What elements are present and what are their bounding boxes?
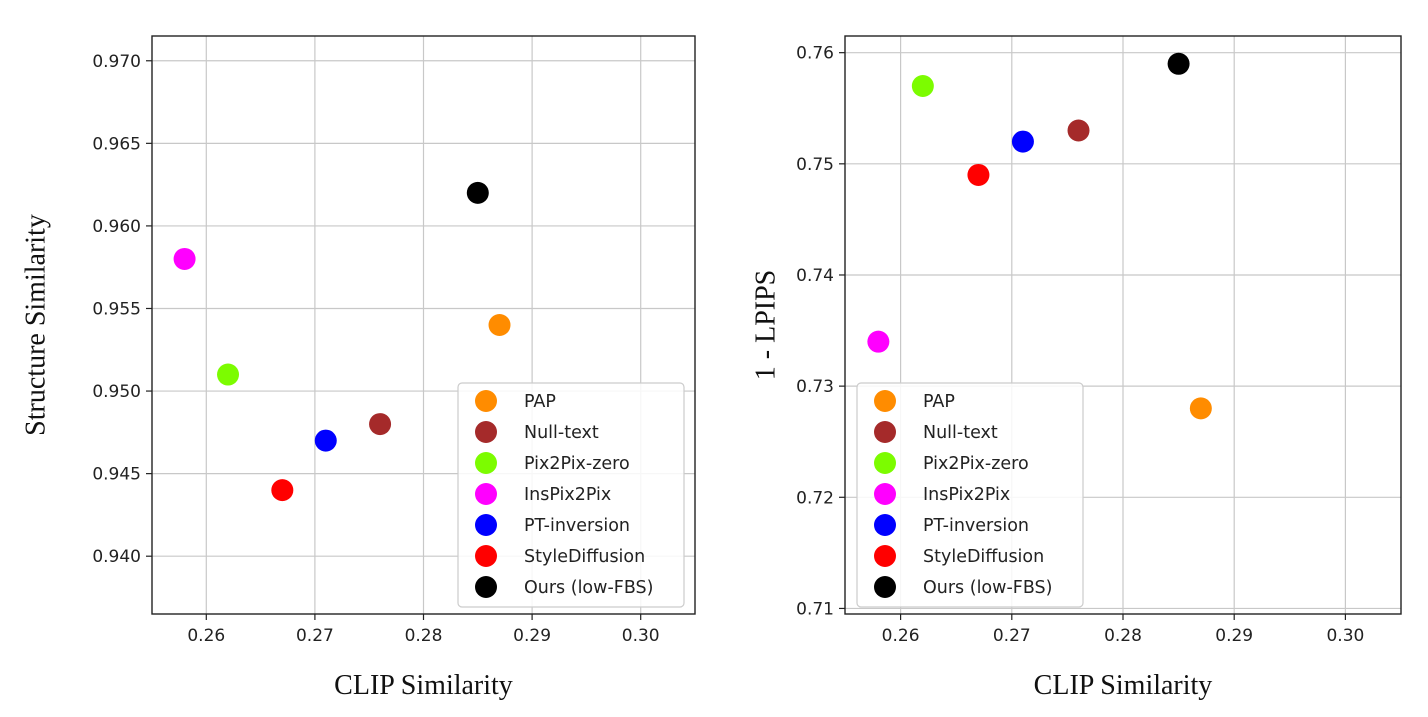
data-point-ours-low-fbs [1167, 52, 1190, 75]
y-axis-title: 1 - LPIPS [750, 270, 781, 380]
y-tick-label: 0.73 [796, 377, 834, 397]
legend-marker [475, 421, 497, 443]
x-tick-label: 0.29 [513, 626, 551, 646]
legend-marker [475, 452, 497, 474]
legend-marker [874, 576, 896, 598]
x-tick-label: 0.28 [405, 626, 443, 646]
legend-marker [874, 390, 896, 412]
legend-marker [874, 545, 896, 567]
x-tick-label: 0.27 [993, 626, 1031, 646]
x-tick-label: 0.26 [882, 626, 920, 646]
data-point-inspix2pix [173, 247, 196, 270]
data-point-pap [1189, 397, 1212, 420]
data-point-inspix2pix [867, 330, 890, 353]
data-point-stylediffusion [967, 163, 990, 186]
legend-label: StyleDiffusion [923, 547, 1044, 567]
legend-label: PAP [524, 392, 556, 412]
x-axis-title: CLIP Similarity [334, 670, 513, 701]
y-tick-label: 0.965 [92, 134, 141, 154]
legend-label: StyleDiffusion [524, 547, 645, 567]
legend-marker [475, 514, 497, 536]
data-point-null-text [369, 413, 392, 436]
legend-marker [475, 483, 497, 505]
x-tick-label: 0.30 [1326, 626, 1364, 646]
legend-marker [874, 483, 896, 505]
y-tick-label: 0.945 [92, 465, 141, 485]
legend-label: PT-inversion [923, 516, 1029, 536]
structure-similarity-plot: 0.26 0.27 0.28 0.29 0.30 0.940 0.945 0.950 0.955… [20, 35, 696, 701]
y-tick-label: 0.71 [796, 599, 834, 619]
legend-frame [457, 382, 685, 608]
legend-label: PT-inversion [524, 516, 630, 536]
data-point-ours-low-fbs [466, 181, 489, 204]
data-point-null-text [1067, 119, 1090, 142]
x-tick-label: 0.29 [1215, 626, 1253, 646]
y-tick-label: 0.955 [92, 299, 141, 319]
y-tick-label: 0.76 [796, 44, 834, 64]
legend-marker [475, 576, 497, 598]
x-tick-label: 0.27 [296, 626, 334, 646]
y-tick-label: 0.75 [796, 155, 834, 175]
data-point-pix2pix-zero [911, 75, 934, 98]
x-tick-label: 0.28 [1104, 626, 1142, 646]
lpips-plot: 0.26 0.27 0.28 0.29 0.30 0.71 0.72 0.73 0.74 0.75… [750, 35, 1402, 701]
legend-label: Pix2Pix-zero [923, 454, 1029, 474]
legend-label: Null-text [524, 423, 599, 443]
legend-marker [874, 421, 896, 443]
legend-marker [874, 452, 896, 474]
legend-marker [874, 514, 896, 536]
legend-label: Ours (low-FBS) [524, 578, 653, 598]
y-tick-label: 0.970 [92, 52, 141, 72]
legend-label: InsPix2Pix [923, 485, 1010, 505]
x-tick-label: 0.26 [187, 626, 225, 646]
y-axis-title: Structure Similarity [20, 214, 51, 436]
legend-marker [475, 545, 497, 567]
data-point-pt-inversion [314, 429, 337, 452]
legend-frame [856, 382, 1084, 608]
data-point-pap [488, 314, 511, 336]
legend-label: Pix2Pix-zero [524, 454, 630, 474]
legend-label: InsPix2Pix [524, 485, 611, 505]
data-point-stylediffusion [271, 479, 294, 502]
legend: PAP Null-text Pix2Pix-zero InsPix2Pix PT-inv… [856, 382, 1084, 608]
y-tick-label: 0.74 [796, 266, 834, 286]
y-tick-label: 0.72 [796, 488, 834, 508]
data-point-pix2pix-zero [217, 363, 240, 386]
legend: PAP Null-text Pix2Pix-zero InsPix2Pix PT-inv… [457, 382, 685, 608]
y-tick-label: 0.940 [92, 547, 141, 567]
data-point-pt-inversion [1011, 130, 1034, 153]
x-axis-title: CLIP Similarity [1034, 670, 1213, 701]
legend-marker [475, 390, 497, 412]
y-tick-label: 0.960 [92, 217, 141, 237]
y-tick-label: 0.950 [92, 382, 141, 402]
legend-label: Ours (low-FBS) [923, 578, 1052, 598]
legend-label: PAP [923, 392, 955, 412]
x-tick-label: 0.30 [622, 626, 660, 646]
legend-label: Null-text [923, 423, 998, 443]
